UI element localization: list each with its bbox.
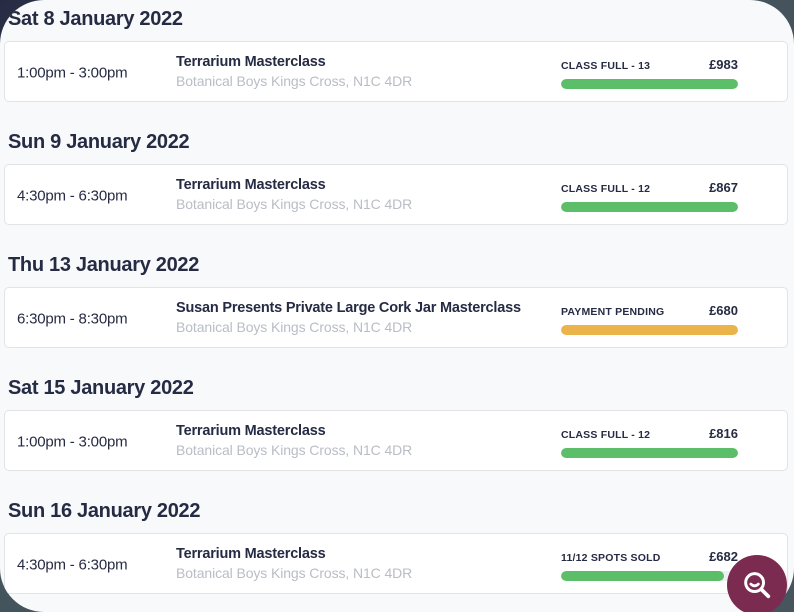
schedule-section: Sat 8 January 2022 1:00pm - 3:00pm Terra…: [0, 8, 794, 102]
status-label: 11/12 SPOTS SOLD: [561, 552, 661, 564]
event-time: 6:30pm - 8:30pm: [17, 310, 128, 328]
booking-status: CLASS FULL - 12 £816: [561, 426, 738, 458]
status-label: CLASS FULL - 12: [561, 429, 651, 441]
date-header: Sun 16 January 2022: [8, 500, 201, 522]
event-location: Botanical Boys Kings Cross, N1C 4DR: [176, 196, 413, 212]
kebab-menu-button[interactable]: [761, 316, 769, 320]
section-events: 1:00pm - 3:00pm Terrarium Masterclass Bo…: [0, 41, 794, 102]
kebab-menu-button[interactable]: [761, 439, 769, 443]
event-price: £682: [709, 549, 738, 564]
status-label: CLASS FULL - 12: [561, 183, 651, 195]
event-info: Terrarium Masterclass Botanical Boys Kin…: [176, 54, 412, 89]
booking-status: PAYMENT PENDING £680: [561, 303, 738, 335]
progress-fill: [561, 571, 724, 581]
event-price: £867: [709, 180, 738, 195]
event-card[interactable]: 1:00pm - 3:00pm Terrarium Masterclass Bo…: [4, 410, 788, 471]
event-location: Botanical Boys Kings Cross, N1C 4DR: [176, 565, 413, 581]
magnifier-icon: [740, 568, 774, 602]
search-button[interactable]: [727, 555, 787, 612]
booking-status: CLASS FULL - 13 £983: [561, 57, 738, 89]
event-info: Susan Presents Private Large Cork Jar Ma…: [176, 300, 521, 335]
progress-track: [561, 79, 738, 89]
progress-fill: [561, 325, 738, 335]
date-header: Thu 13 January 2022: [8, 254, 200, 276]
progress-fill: [561, 448, 738, 458]
event-title: Terrarium Masterclass: [176, 54, 326, 70]
event-price: £680: [709, 303, 738, 318]
status-label: PAYMENT PENDING: [561, 306, 665, 318]
progress-track: [561, 571, 738, 581]
progress-fill: [561, 79, 738, 89]
progress-track: [561, 202, 738, 212]
event-card[interactable]: 4:30pm - 6:30pm Terrarium Masterclass Bo…: [4, 164, 788, 225]
schedule-section: Sun 9 January 2022 4:30pm - 6:30pm Terra…: [0, 131, 794, 225]
event-time: 4:30pm - 6:30pm: [17, 556, 128, 574]
event-title: Terrarium Masterclass: [176, 177, 326, 193]
section-events: 6:30pm - 8:30pm Susan Presents Private L…: [0, 287, 794, 348]
progress-fill: [561, 202, 738, 212]
progress-track: [561, 325, 738, 335]
event-info: Terrarium Masterclass Botanical Boys Kin…: [176, 423, 412, 458]
event-card[interactable]: 6:30pm - 8:30pm Susan Presents Private L…: [4, 287, 788, 348]
event-time: 1:00pm - 3:00pm: [17, 433, 128, 451]
schedule-section: Sat 15 January 2022 1:00pm - 3:00pm Terr…: [0, 377, 794, 471]
event-time: 4:30pm - 6:30pm: [17, 187, 128, 205]
section-events: 4:30pm - 6:30pm Terrarium Masterclass Bo…: [0, 164, 794, 225]
date-header: Sun 9 January 2022: [8, 131, 190, 153]
section-events: 1:00pm - 3:00pm Terrarium Masterclass Bo…: [0, 410, 794, 471]
booking-status: CLASS FULL - 12 £867: [561, 180, 738, 212]
event-card[interactable]: 1:00pm - 3:00pm Terrarium Masterclass Bo…: [4, 41, 788, 102]
event-info: Terrarium Masterclass Botanical Boys Kin…: [176, 546, 412, 581]
event-location: Botanical Boys Kings Cross, N1C 4DR: [176, 319, 413, 335]
schedule-section: Thu 13 January 2022 6:30pm - 8:30pm Susa…: [0, 254, 794, 348]
status-label: CLASS FULL - 13: [561, 60, 651, 72]
event-price: £816: [709, 426, 738, 441]
progress-track: [561, 448, 738, 458]
date-header: Sat 8 January 2022: [8, 8, 183, 30]
event-info: Terrarium Masterclass Botanical Boys Kin…: [176, 177, 412, 212]
kebab-menu-button[interactable]: [761, 70, 769, 74]
event-title: Susan Presents Private Large Cork Jar Ma…: [176, 300, 521, 316]
event-location: Botanical Boys Kings Cross, N1C 4DR: [176, 442, 413, 458]
section-events: 4:30pm - 6:30pm Terrarium Masterclass Bo…: [0, 533, 794, 594]
schedule-section: Sun 16 January 2022 4:30pm - 6:30pm Terr…: [0, 500, 794, 594]
event-time: 1:00pm - 3:00pm: [17, 64, 128, 82]
event-card[interactable]: 4:30pm - 6:30pm Terrarium Masterclass Bo…: [4, 533, 788, 594]
kebab-menu-button[interactable]: [761, 193, 769, 197]
booking-status: 11/12 SPOTS SOLD £682: [561, 549, 738, 581]
schedule-list: Sat 8 January 2022 1:00pm - 3:00pm Terra…: [0, 8, 794, 594]
event-location: Botanical Boys Kings Cross, N1C 4DR: [176, 73, 413, 89]
event-price: £983: [709, 57, 738, 72]
date-header: Sat 15 January 2022: [8, 377, 194, 399]
event-title: Terrarium Masterclass: [176, 423, 326, 439]
event-title: Terrarium Masterclass: [176, 546, 326, 562]
